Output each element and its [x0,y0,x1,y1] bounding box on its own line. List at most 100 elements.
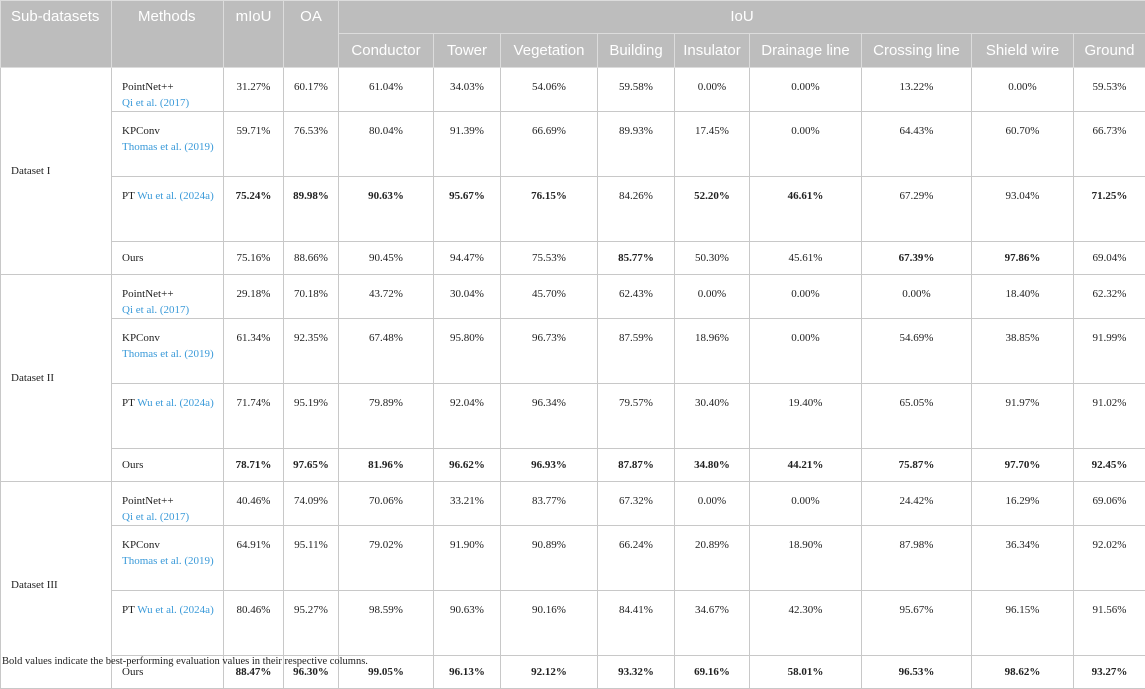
value-cell: 88.66% [284,242,339,275]
value-cell: 31.27% [224,68,284,112]
value-cell: 34.03% [434,68,501,112]
method-name: KPConv [122,539,160,551]
value-cell: 94.47% [434,242,501,275]
value-cell: 45.61% [750,242,862,275]
value-cell: 91.97% [972,384,1074,449]
citation-link[interactable]: Wu et al. (2024a) [137,604,214,616]
value-cell: 42.30% [750,591,862,656]
value-cell: 85.77% [598,242,675,275]
value-cell: 97.70% [972,449,1074,482]
method-cell: Ours [112,449,224,482]
value-cell: 84.41% [598,591,675,656]
value-cell: 70.06% [339,482,434,526]
value-cell: 79.02% [339,526,434,591]
value-cell: 75.87% [862,449,972,482]
value-cell: 18.40% [972,275,1074,319]
value-cell: 95.67% [434,177,501,242]
citation-link[interactable]: Thomas et al. (2019) [122,141,214,153]
value-cell: 96.15% [972,591,1074,656]
value-cell: 69.04% [1074,242,1145,275]
value-cell: 67.39% [862,242,972,275]
value-cell: 61.04% [339,68,434,112]
value-cell: 38.85% [972,319,1074,384]
value-cell: 70.18% [284,275,339,319]
citation-link[interactable]: Thomas et al. (2019) [122,555,214,567]
value-cell: 84.26% [598,177,675,242]
value-cell: 29.18% [224,275,284,319]
citation-link[interactable]: Qi et al. (2017) [122,304,189,316]
method-name: KPConv [122,332,160,344]
value-cell: 0.00% [750,68,862,112]
method-name: Ours [122,459,143,471]
value-cell: 30.04% [434,275,501,319]
value-cell: 34.80% [675,449,750,482]
value-cell: 44.21% [750,449,862,482]
method-cell: PT Wu et al. (2024a) [112,177,224,242]
value-cell: 90.89% [501,526,598,591]
value-cell: 62.32% [1074,275,1145,319]
value-cell: 67.48% [339,319,434,384]
method-cell: PT Wu et al. (2024a) [112,591,224,656]
header-class: Insulator [675,34,750,68]
method-cell: PT Wu et al. (2024a) [112,384,224,449]
value-cell: 19.40% [750,384,862,449]
value-cell: 75.24% [224,177,284,242]
value-cell: 87.59% [598,319,675,384]
method-cell: PointNet++ Qi et al. (2017) [112,482,224,526]
value-cell: 34.67% [675,591,750,656]
value-cell: 95.11% [284,526,339,591]
value-cell: 95.67% [862,591,972,656]
value-cell: 58.01% [750,656,862,689]
citation-link[interactable]: Wu et al. (2024a) [137,190,214,202]
header-class: Vegetation [501,34,598,68]
method-cell: PointNet++Qi et al. (2017) [112,275,224,319]
value-cell: 78.71% [224,449,284,482]
value-cell: 93.27% [1074,656,1145,689]
table-row: PT Wu et al. (2024a)71.74%95.19%79.89%92… [1,384,1145,449]
value-cell: 71.74% [224,384,284,449]
method-name: PT [122,604,135,616]
value-cell: 45.70% [501,275,598,319]
value-cell: 95.27% [284,591,339,656]
value-cell: 65.05% [862,384,972,449]
method-cell: Ours [112,242,224,275]
value-cell: 69.06% [1074,482,1145,526]
value-cell: 40.46% [224,482,284,526]
value-cell: 64.91% [224,526,284,591]
value-cell: 33.21% [434,482,501,526]
value-cell: 59.58% [598,68,675,112]
value-cell: 18.96% [675,319,750,384]
value-cell: 91.02% [1074,384,1145,449]
header-class: Conductor [339,34,434,68]
value-cell: 0.00% [750,275,862,319]
value-cell: 69.16% [675,656,750,689]
value-cell: 18.90% [750,526,862,591]
method-name: PointNet++ [122,495,174,507]
value-cell: 91.56% [1074,591,1145,656]
value-cell: 96.62% [434,449,501,482]
citation-link[interactable]: Wu et al. (2024a) [137,397,214,409]
value-cell: 0.00% [750,112,862,177]
citation-link[interactable]: Qi et al. (2017) [122,97,189,109]
value-cell: 92.04% [434,384,501,449]
value-cell: 98.62% [972,656,1074,689]
value-cell: 30.40% [675,384,750,449]
header-class: Tower [434,34,501,68]
method-name: Ours [122,666,143,678]
value-cell: 81.96% [339,449,434,482]
value-cell: 24.42% [862,482,972,526]
value-cell: 66.24% [598,526,675,591]
value-cell: 59.71% [224,112,284,177]
value-cell: 80.04% [339,112,434,177]
table-header: Sub-datasets Methods mIoU OA IoU Conduct… [1,1,1145,68]
citation-link[interactable]: Thomas et al. (2019) [122,348,214,360]
value-cell: 97.86% [972,242,1074,275]
value-cell: 60.70% [972,112,1074,177]
citation-link[interactable]: Qi et al. (2017) [122,511,189,523]
header-class: Ground [1074,34,1145,68]
